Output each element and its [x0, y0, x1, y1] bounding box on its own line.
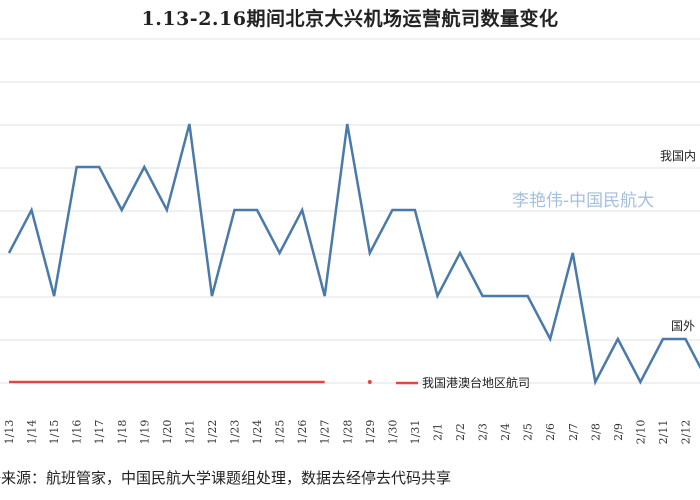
series-label-domestic: 我国内 [660, 149, 696, 163]
x-tick-label: 2/7 [567, 423, 580, 441]
x-tick-label: 1/15 [48, 420, 61, 445]
watermark-text: 李艳伟-中国民航大 [512, 191, 654, 211]
data-source-note: 据来源：航班管家，中国民航大学课题组处理，数据去经停去代码共享 [0, 469, 452, 487]
x-tick-label: 1/13 [3, 420, 16, 445]
x-tick-label: 1/20 [161, 420, 174, 445]
x-tick-label: 1/21 [183, 420, 196, 445]
x-tick-label: 1/26 [296, 420, 309, 445]
x-tick-label: 2/12 [680, 420, 693, 445]
x-axis-tick-labels: 1/13 1/14 1/15 1/16 1/17 1/18 1/19 1/20 1/21 1/22… [3, 420, 693, 445]
x-tick-label: 2/3 [477, 423, 490, 441]
series-label-foreign: 国外 [671, 319, 695, 333]
x-tick-label: 2/4 [499, 423, 512, 441]
x-tick-label: 1/28 [341, 420, 354, 445]
x-tick-label: 1/23 [229, 420, 242, 445]
gridlines [0, 38, 700, 384]
x-tick-label: 2/1 [431, 423, 444, 441]
series-point-hk-macao-taiwan [367, 380, 372, 384]
x-tick-label: 1/17 [93, 420, 106, 445]
x-tick-label: 1/24 [251, 420, 264, 445]
x-tick-label: 1/30 [386, 420, 399, 445]
x-tick-label: 1/31 [409, 420, 422, 445]
x-tick-label: 2/10 [634, 420, 647, 445]
x-tick-label: 1/16 [71, 420, 84, 445]
series-line-foreign [7, 123, 700, 386]
x-tick-label: 1/27 [319, 420, 332, 445]
x-tick-label: 2/2 [454, 423, 467, 441]
x-tick-label: 1/29 [364, 420, 377, 445]
x-tick-label: 2/11 [657, 420, 670, 445]
x-tick-label: 2/5 [522, 423, 535, 441]
x-tick-label: 1/22 [206, 420, 219, 445]
chart-title: 1.13-2.16期间北京大兴机场运营航司数量变化 [141, 8, 559, 30]
x-tick-label: 1/14 [26, 420, 39, 445]
x-tick-label: 2/9 [612, 423, 625, 441]
x-tick-label: 1/18 [116, 420, 129, 445]
legend-label-hk-macao-taiwan: 我国港澳台地区航司 [422, 375, 530, 390]
x-tick-label: 2/6 [544, 423, 557, 441]
x-tick-label: 2/8 [589, 423, 602, 441]
series-labels: 我国内 国外 我国港澳台地区航司 [396, 149, 696, 390]
x-tick-label: 1/19 [138, 420, 151, 445]
x-tick-label: 1/25 [274, 420, 287, 445]
series-lines [7, 123, 700, 386]
